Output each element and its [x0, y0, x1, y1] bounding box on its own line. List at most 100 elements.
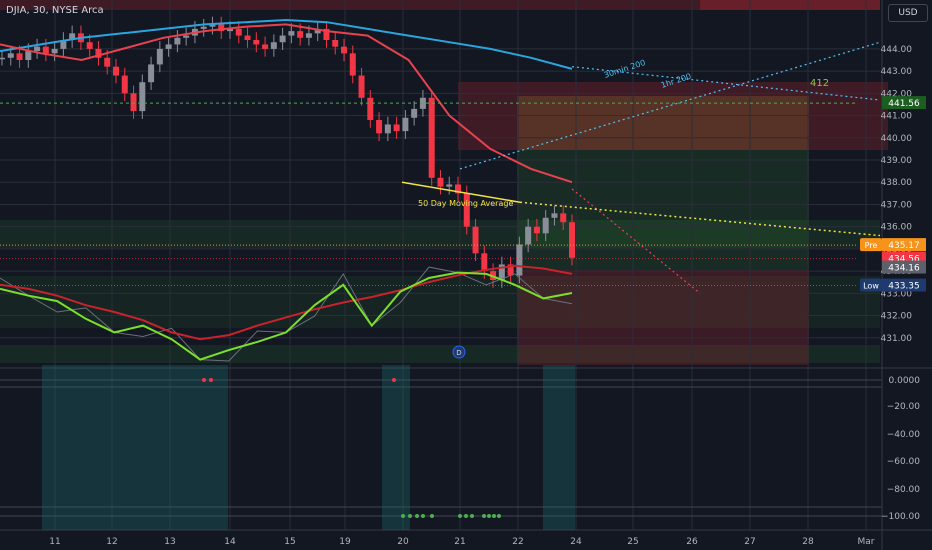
time-axis[interactable]: 11 12 13 14 15 19 20 21 22 24 25 26 27 28 Mar	[49, 537, 875, 547]
time-tick: 13	[164, 537, 175, 547]
price-tick: 431.00	[881, 334, 913, 344]
candle	[507, 264, 514, 276]
candle	[297, 31, 304, 38]
price-tag-label: Low	[863, 282, 879, 291]
candle	[481, 253, 488, 272]
candle	[560, 213, 567, 223]
price-axis[interactable]: 444.00 443.00 442.00 441.00 440.00 439.00 438.…	[881, 45, 921, 522]
level-412-label: 412	[810, 78, 829, 89]
candle	[0, 57, 5, 60]
candle	[139, 82, 146, 112]
price-tag-label-box	[860, 278, 882, 292]
signal-dot	[401, 514, 405, 518]
price-tick: 438.00	[881, 178, 913, 188]
ma30min-label: 30min 200	[603, 58, 647, 80]
candle	[86, 42, 93, 49]
zone-box	[0, 220, 880, 248]
candle	[542, 217, 549, 234]
time-tick: 28	[802, 537, 814, 547]
candle	[270, 42, 277, 49]
price-tick: 441.00	[881, 112, 913, 122]
signal-dot	[482, 514, 486, 518]
signal-dot	[202, 378, 206, 382]
price-tag-value: 435.17	[888, 241, 920, 251]
currency-button[interactable]: USD	[888, 4, 928, 22]
ma-projection-1hr	[459, 41, 881, 170]
zone-box	[517, 270, 809, 365]
candle	[569, 222, 575, 258]
ma50-line	[401, 181, 521, 203]
candle	[323, 28, 330, 40]
price-tag-value: 434.16	[888, 264, 920, 274]
candle	[16, 53, 23, 60]
price-tag-label-box	[860, 238, 882, 252]
candle	[384, 124, 391, 134]
time-tick: 26	[686, 537, 698, 547]
candle	[498, 264, 505, 280]
price-tick: 439.00	[881, 156, 913, 166]
time-tick: 20	[397, 537, 409, 547]
candle	[341, 46, 347, 54]
signal-dot	[464, 514, 468, 518]
signal-dot	[209, 378, 213, 382]
zone-box	[700, 0, 880, 10]
time-tick: 24	[570, 537, 582, 547]
osc-fast-line	[0, 271, 573, 361]
time-tick: Mar	[858, 537, 875, 547]
event-marker-text: D	[456, 349, 461, 357]
symbol-title: DJIA, 30, NYSE Arca	[6, 5, 104, 16]
osc-tick: −80.00	[887, 485, 921, 495]
candle	[314, 28, 321, 34]
price-tick: 432.00	[881, 312, 913, 322]
ma-red-line	[0, 23, 573, 184]
candle	[393, 124, 400, 132]
candle	[183, 35, 190, 38]
candle	[349, 53, 356, 76]
osc-tick: −60.00	[887, 457, 921, 467]
candle	[411, 108, 418, 118]
candle	[367, 97, 374, 120]
zone-box	[517, 96, 809, 150]
candle	[51, 48, 58, 54]
candle	[121, 75, 128, 94]
price-tag-box	[882, 260, 926, 274]
time-tick: 11	[49, 537, 60, 547]
price-tick: 440.00	[881, 134, 913, 144]
candle	[525, 226, 532, 245]
time-tick: 25	[627, 537, 638, 547]
osc-shade-band	[543, 365, 575, 530]
time-tick: 27	[744, 537, 755, 547]
price-tag-label: Pre	[865, 241, 878, 250]
candle	[455, 184, 461, 194]
price-tag-box	[882, 278, 926, 292]
candle	[262, 44, 269, 49]
candle	[253, 40, 260, 45]
osc-shade-band	[382, 365, 410, 530]
candle	[113, 66, 119, 76]
candle	[428, 97, 435, 178]
price-tick: 437.00	[881, 200, 913, 210]
candle	[165, 44, 172, 49]
candle	[376, 120, 383, 134]
candle	[244, 35, 251, 40]
candle	[200, 26, 207, 29]
signal-dot	[492, 514, 496, 518]
price-tick: 436.00	[881, 223, 913, 233]
candle	[209, 24, 216, 27]
candle	[95, 48, 102, 58]
candle	[437, 177, 444, 187]
time-tick: 22	[512, 537, 523, 547]
candle	[42, 46, 49, 54]
ma50-projection	[519, 201, 881, 237]
candle	[402, 117, 409, 132]
candle	[472, 226, 479, 254]
price-tag-value: 434.56	[888, 255, 920, 265]
ma-blue-line	[0, 18, 573, 70]
zone-box	[0, 276, 880, 328]
candle	[148, 64, 155, 83]
ma-projection-30min	[571, 66, 881, 101]
candle	[104, 57, 111, 67]
price-tag-box	[882, 96, 926, 110]
price-tick: 433.00	[881, 289, 913, 299]
